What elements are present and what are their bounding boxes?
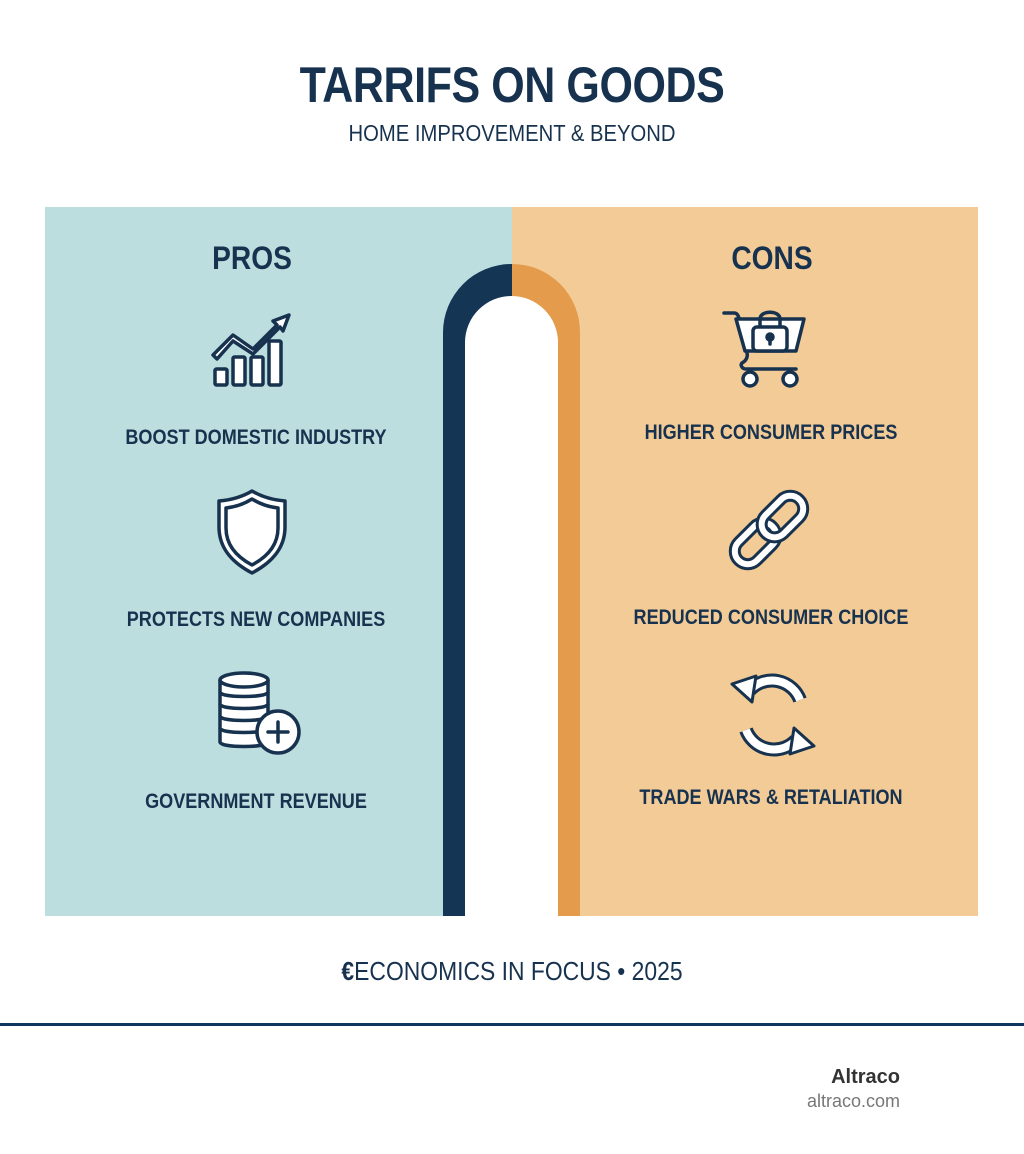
footer-tagline-text: ECONOMICS IN FOCUS • 2025 (354, 956, 683, 986)
brand-name: Altraco (831, 1066, 900, 1088)
page-subtitle: HOME IMPROVEMENT & BEYOND (348, 120, 676, 146)
euro-mark-icon: € (341, 956, 355, 986)
trending-bar-chart-icon (205, 305, 295, 395)
footer-divider (0, 1023, 1024, 1026)
coin-stack-plus-icon (212, 668, 302, 758)
pros-heading: PROS (212, 240, 292, 276)
pros-item-label: PROTECTS NEW COMPANIES (126, 608, 386, 631)
brand-url-link[interactable]: altraco.com (806, 1091, 900, 1111)
shield-icon (207, 487, 297, 577)
shopping-cart-lock-icon (720, 305, 810, 395)
page-title: TARRIFS ON GOODS (299, 57, 725, 113)
arch-inner-space (465, 296, 558, 916)
cons-item-label: HIGHER CONSUMER PRICES (644, 421, 898, 444)
footer-tagline: €ECONOMICS IN FOCUS • 2025 (61, 956, 962, 987)
pros-item-label: BOOST DOMESTIC INDUSTRY (125, 426, 387, 449)
divider-arch (443, 264, 580, 916)
cons-heading: CONS (731, 240, 813, 276)
pros-item-label: GOVERNMENT REVENUE (145, 790, 367, 813)
cycle-arrows-icon (728, 670, 818, 760)
cons-item-label: TRADE WARS & RETALIATION (639, 786, 903, 809)
chain-link-icon (724, 485, 814, 575)
cons-item-label: REDUCED CONSUMER CHOICE (633, 606, 909, 629)
